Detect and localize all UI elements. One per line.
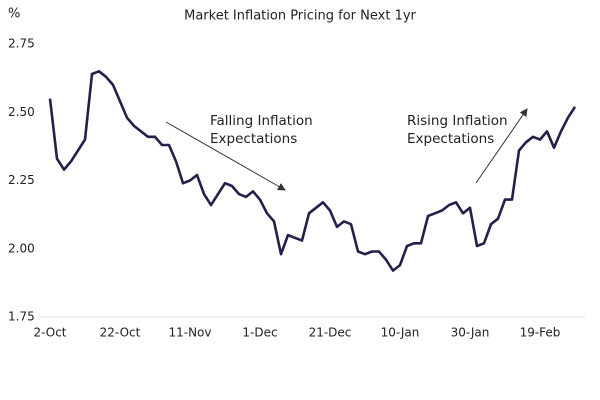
annotation: Falling Inflation [210, 113, 313, 129]
annotation: Expectations [210, 131, 297, 147]
x-tick-label: 19-Feb [520, 326, 561, 340]
x-tick-label: 21-Dec [309, 326, 352, 340]
x-tick-label: 11-Nov [168, 326, 211, 340]
y-tick-label: 2.00 [8, 241, 35, 255]
x-tick-label: 2-Oct [33, 326, 66, 340]
arrow [475, 108, 528, 184]
y-tick-label: 1.75 [8, 310, 35, 324]
line [48, 70, 577, 272]
x-tick-label: 10-Jan [381, 326, 420, 340]
y-tick-label: 2.75 [8, 37, 35, 51]
x-tick-label: 1-Dec [242, 326, 277, 340]
annotation: Expectations [407, 131, 494, 147]
y-tick-label: 2.25 [8, 173, 35, 187]
y-axis-label: % [8, 7, 20, 22]
x-tick-label: 30-Jan [451, 326, 490, 340]
arrow [165, 121, 286, 191]
y-tick-label: 2.50 [8, 105, 35, 119]
x-tick-label: 22-Oct [100, 326, 141, 340]
annotation: Rising Inflation [407, 113, 508, 129]
chart-title: Market Inflation Pricing for Next 1yr [184, 9, 416, 24]
